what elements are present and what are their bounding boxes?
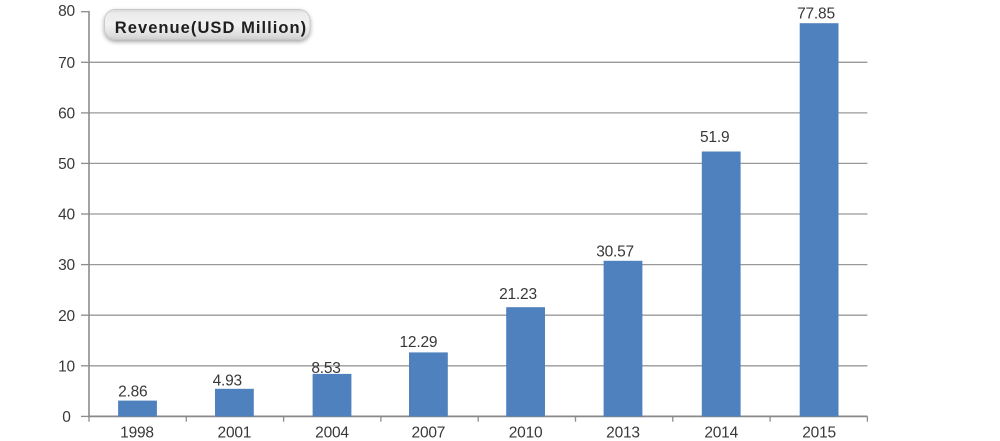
svg-text:2.86: 2.86 [118, 384, 147, 401]
svg-text:50: 50 [58, 156, 75, 173]
svg-text:2010: 2010 [509, 425, 543, 441]
svg-text:21.23: 21.23 [499, 286, 537, 303]
svg-text:8.53: 8.53 [311, 360, 340, 377]
svg-text:2013: 2013 [606, 425, 640, 441]
svg-text:80: 80 [58, 3, 75, 20]
svg-text:0: 0 [62, 409, 71, 426]
svg-text:20: 20 [58, 308, 75, 325]
svg-text:60: 60 [58, 106, 75, 123]
svg-text:2001: 2001 [218, 425, 252, 441]
svg-text:2004: 2004 [315, 425, 349, 441]
svg-text:77.85: 77.85 [797, 6, 835, 23]
svg-text:51.9: 51.9 [700, 129, 729, 146]
svg-text:30: 30 [58, 257, 75, 274]
svg-text:30.57: 30.57 [596, 243, 634, 260]
svg-text:2015: 2015 [802, 425, 836, 441]
svg-text:4.93: 4.93 [213, 372, 242, 389]
svg-text:12.29: 12.29 [400, 334, 438, 351]
svg-text:1998: 1998 [120, 425, 154, 441]
svg-text:70: 70 [58, 55, 75, 72]
svg-text:Revenue(USD Million): Revenue(USD Million) [115, 19, 307, 37]
svg-text:2007: 2007 [412, 425, 446, 441]
svg-text:10: 10 [58, 358, 75, 375]
svg-text:2014: 2014 [704, 425, 738, 441]
svg-text:40: 40 [58, 207, 75, 224]
